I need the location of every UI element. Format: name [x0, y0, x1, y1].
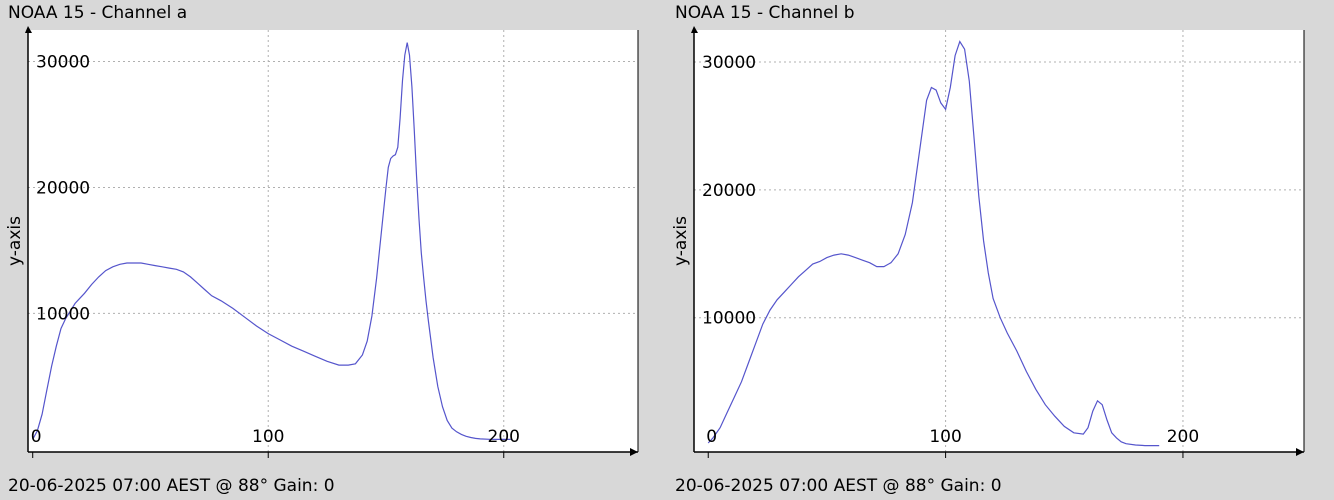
x-tick-label: 100	[929, 427, 961, 447]
capture-info-footer: 20-06-2025 07:00 AEST @ 88° Gain: 0	[8, 476, 335, 496]
plot-area: 0 100 200 10000 20000 30000 y-axis	[0, 0, 667, 476]
x-tick-label: 100	[252, 427, 284, 447]
y-axis-arrowhead	[691, 26, 698, 33]
y-tick-label: 20000	[36, 178, 90, 198]
y-tick-label: 20000	[702, 181, 756, 201]
x-tick-label: 200	[488, 427, 520, 447]
y-tick-label: 10000	[36, 304, 90, 324]
y-axis-title: y-axis	[5, 216, 25, 266]
y-axis-title: y-axis	[671, 216, 691, 266]
y-tick-label: 10000	[702, 309, 756, 329]
y-tick-label: 30000	[702, 53, 756, 73]
x-tick-label: 200	[1167, 427, 1199, 447]
y-tick-label: 30000	[36, 52, 90, 72]
x-tick-label: 0	[31, 427, 42, 447]
chart-panel-channel-a: NOAA 15 - Channel a 0 100 200 10000 20000 300…	[0, 0, 667, 500]
chart-panel-channel-b: NOAA 15 - Channel b 0 100 200 10000 20000 300…	[667, 0, 1334, 500]
plot-area: 0 100 200 10000 20000 30000 y-axis	[667, 0, 1334, 476]
capture-info-footer: 20-06-2025 07:00 AEST @ 88° Gain: 0	[675, 476, 1002, 496]
plot-background	[694, 30, 1304, 452]
plot-background	[28, 30, 638, 452]
x-tick-label: 0	[706, 427, 717, 447]
y-axis-arrowhead	[25, 26, 32, 33]
